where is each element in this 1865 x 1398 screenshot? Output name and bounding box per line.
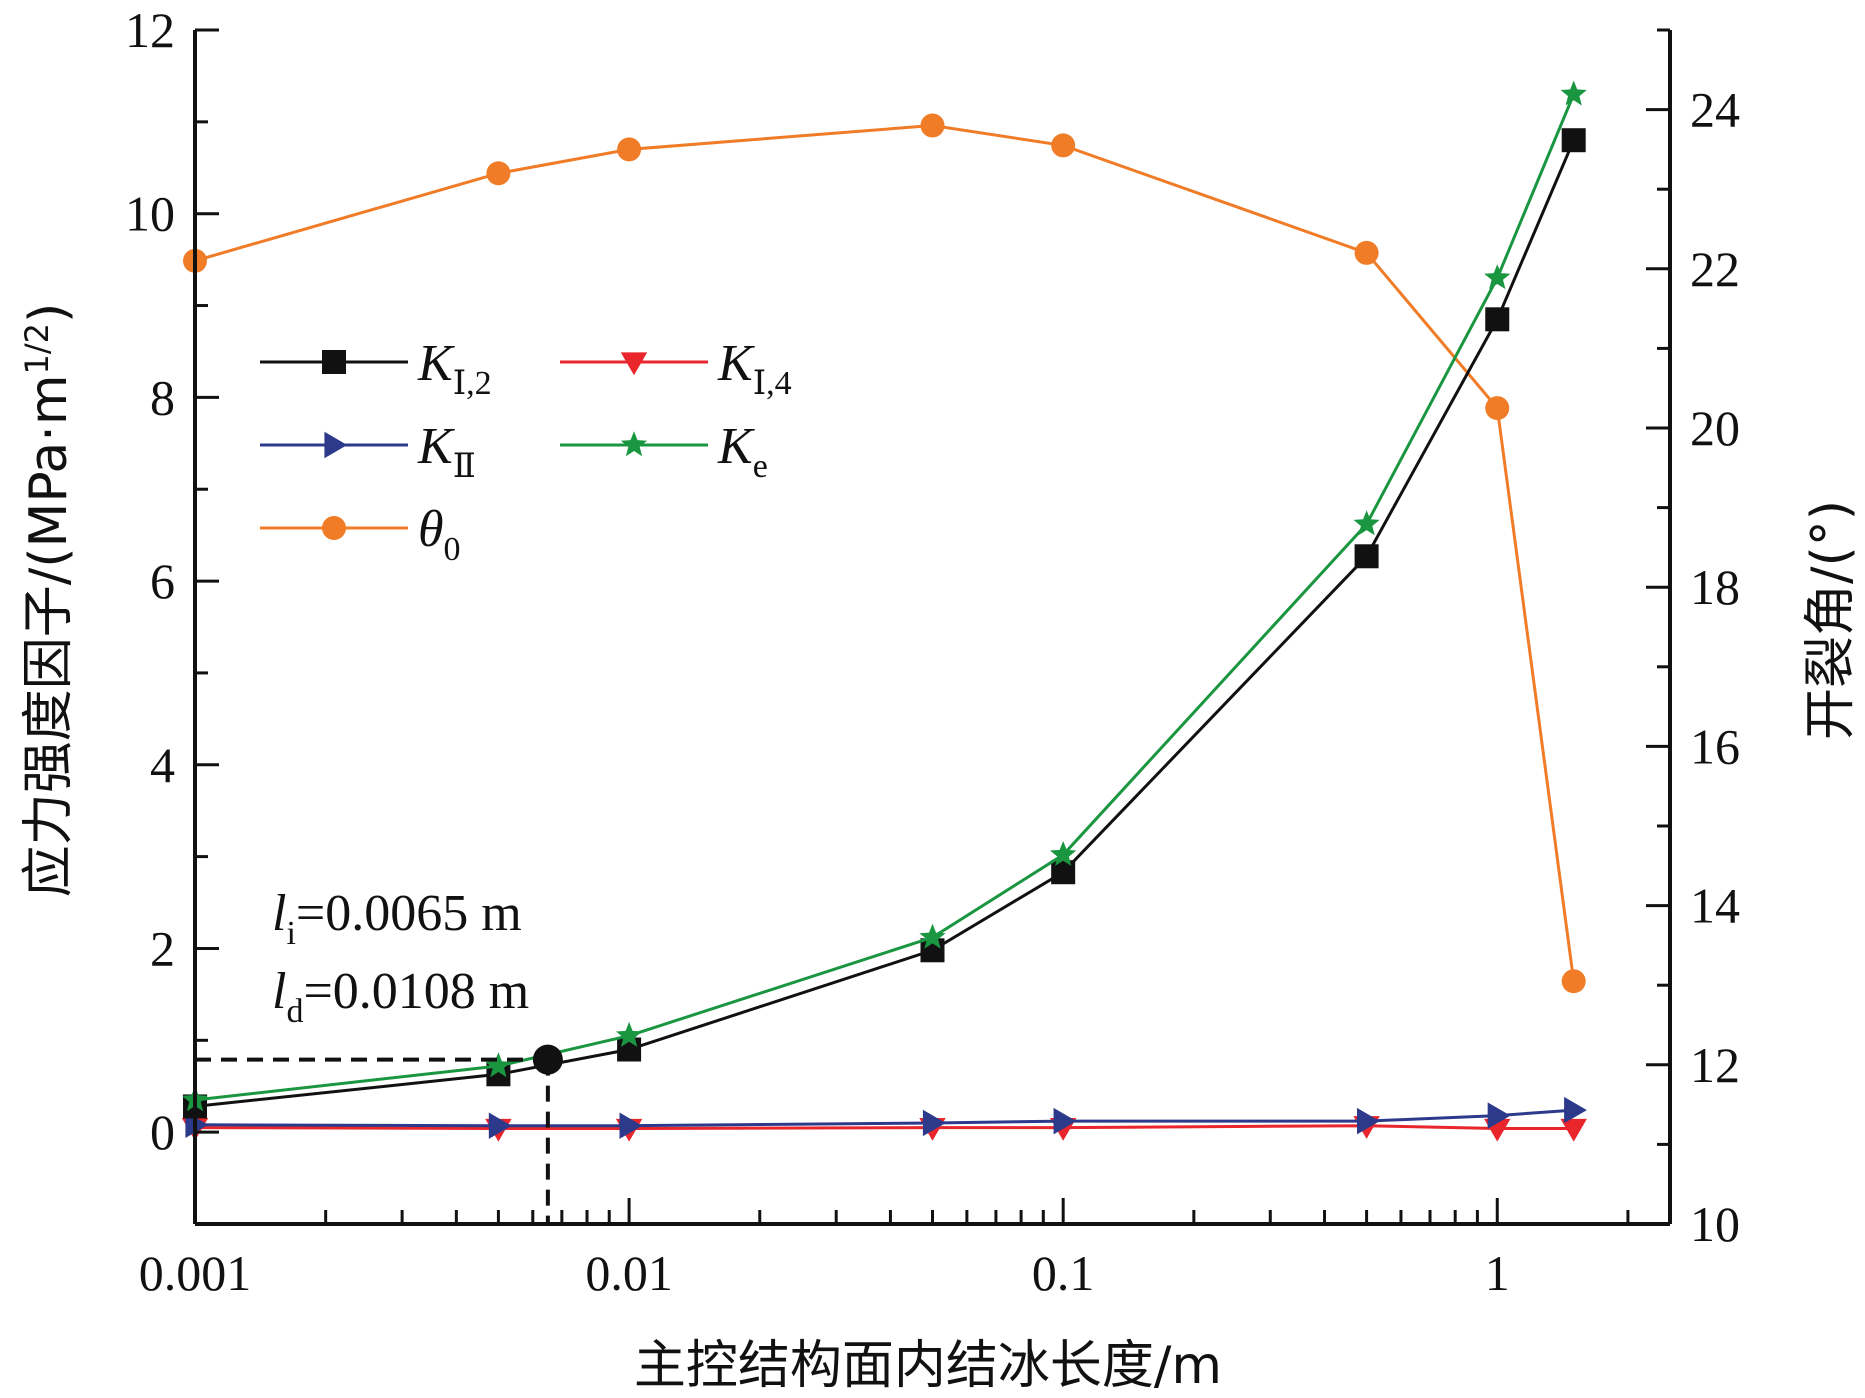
data-point-Ke — [919, 923, 946, 949]
legend-label-main: K — [717, 335, 755, 392]
y2-tick-label: 14 — [1690, 878, 1740, 934]
y-tick-label: 6 — [150, 553, 175, 609]
y-tick-label: 8 — [150, 369, 175, 425]
data-point-KI2 — [1561, 128, 1586, 153]
data-point-KII — [922, 1109, 946, 1137]
data-point-KII — [619, 1112, 643, 1139]
annotation-2-sub: d — [286, 993, 303, 1030]
y-axis-title-main: 应力强度因子/(MPa·m — [19, 375, 79, 898]
legend-label-KII: KⅡ — [417, 418, 476, 485]
data-point-KII — [1356, 1107, 1380, 1135]
annotation-2-var: l — [272, 963, 286, 1020]
data-point-KI2 — [1354, 544, 1379, 569]
annotation-point — [532, 1044, 563, 1075]
legend-item-KI4: KⅠ,4 — [560, 335, 792, 402]
y-axis-title-sup: 1/2 — [18, 323, 56, 375]
data-point-theta0 — [617, 137, 642, 162]
y2-tick-label: 24 — [1690, 82, 1740, 138]
y2-ticks: 10 12 14 16 18 20 22 24 — [1646, 28, 1740, 1252]
legend-label-main: K — [417, 335, 455, 392]
legend-marker-theta0 — [322, 516, 346, 540]
data-point-KI4 — [1560, 1118, 1587, 1142]
data-point-Ke — [1560, 80, 1587, 106]
y2-tick-label: 10 — [1690, 1196, 1740, 1252]
y-axis-title-end: ) — [19, 303, 79, 323]
annotation-1-sub: i — [286, 915, 295, 952]
data-point-KII — [1053, 1107, 1077, 1135]
data-point-theta0 — [486, 161, 511, 186]
annotation-line-1: li=0.0065 m — [272, 885, 522, 952]
x-tick-label: 0.001 — [139, 1245, 252, 1301]
legend-label-KI2: KⅠ,2 — [417, 335, 492, 402]
y2-tick-label: 12 — [1690, 1037, 1740, 1093]
legend-label-sub: Ⅰ,2 — [453, 365, 492, 402]
legend-label-sub: Ⅱ — [453, 448, 476, 485]
y-tick-label: 4 — [150, 737, 175, 793]
data-point-KI2 — [1051, 860, 1076, 885]
annotation-line-2: ld=0.0108 m — [272, 963, 529, 1030]
data-point-theta0 — [1485, 396, 1510, 421]
annotation-1-val: =0.0065 m — [296, 885, 522, 942]
data-point-Ke — [616, 1021, 643, 1047]
legend-label-main: K — [417, 418, 455, 475]
x-tick-label: 0.1 — [1032, 1245, 1095, 1301]
data-point-KII — [1487, 1102, 1511, 1129]
legend-label-sub: Ⅰ,4 — [753, 365, 792, 402]
data-point-theta0 — [920, 113, 945, 138]
legend-label-KI4: KⅠ,4 — [717, 335, 792, 402]
annotation-1-var: l — [272, 885, 286, 942]
legend-label-main: θ — [418, 501, 444, 558]
data-point-theta0 — [1051, 133, 1076, 158]
y2-tick-label: 20 — [1690, 400, 1740, 456]
data-point-theta0 — [1354, 240, 1379, 265]
legend-marker-KI2 — [322, 350, 346, 374]
y-tick-label: 0 — [150, 1104, 175, 1160]
data-point-Ke — [1050, 841, 1077, 866]
data-point-Ke — [1484, 264, 1511, 290]
axes-frame — [193, 30, 1672, 1226]
legend-marker-Ke — [620, 431, 648, 457]
y-tick-label: 2 — [150, 920, 175, 976]
x-ticks: 0.001 0.01 0.1 1 — [139, 1198, 1630, 1301]
series-line-KI4 — [194, 1124, 1574, 1130]
y2-tick-label: 18 — [1690, 559, 1740, 615]
series-KI2 — [183, 128, 1586, 1119]
y2-axis-title: 开裂角/(°) — [1801, 500, 1861, 740]
legend-item-KII: KⅡ — [260, 418, 476, 485]
x-axis-title: 主控结构面内结冰长度/m — [634, 1336, 1222, 1396]
legend-marker-KI4 — [620, 352, 648, 376]
y2-tick-label: 22 — [1690, 241, 1740, 297]
data-point-KI2 — [1485, 307, 1510, 332]
y2-tick-label: 16 — [1690, 718, 1740, 774]
series-Ke — [181, 80, 1587, 1112]
legend-marker-KII — [324, 431, 348, 459]
data-point-KII — [488, 1112, 512, 1139]
legend-label-theta0: θ0 — [418, 501, 461, 568]
data-point-theta0 — [1561, 969, 1586, 994]
x-tick-label: 0.01 — [585, 1245, 673, 1301]
series-line-theta0 — [194, 123, 1576, 982]
series-line-KI2 — [194, 139, 1576, 1108]
data-point-Ke — [1353, 510, 1380, 536]
legend-item-KI2: KⅠ,2 — [260, 335, 492, 402]
y-tick-label: 12 — [125, 2, 175, 58]
data-point-KII — [1564, 1096, 1587, 1124]
legend-label-main: K — [717, 418, 755, 475]
series-line-KII — [194, 1108, 1574, 1128]
series-theta0 — [183, 113, 1586, 994]
annotation-2-val: =0.0108 m — [303, 963, 529, 1020]
annotation-layer — [195, 1044, 563, 1224]
x-tick-label: 1 — [1485, 1245, 1510, 1301]
legend-label-sub: e — [753, 448, 768, 485]
legend-label-Ke: Ke — [717, 418, 768, 485]
legend-label-sub: 0 — [444, 531, 461, 568]
legend-item-Ke: Ke — [560, 418, 768, 485]
y-tick-label: 10 — [125, 186, 175, 242]
y-ticks: 0 2 4 6 8 10 12 — [125, 2, 219, 1226]
data-point-Ke — [485, 1052, 512, 1078]
legend-item-theta0: θ0 — [260, 501, 461, 568]
y-axis-title: 应力强度因子/(MPa·m1/2) — [18, 303, 79, 898]
